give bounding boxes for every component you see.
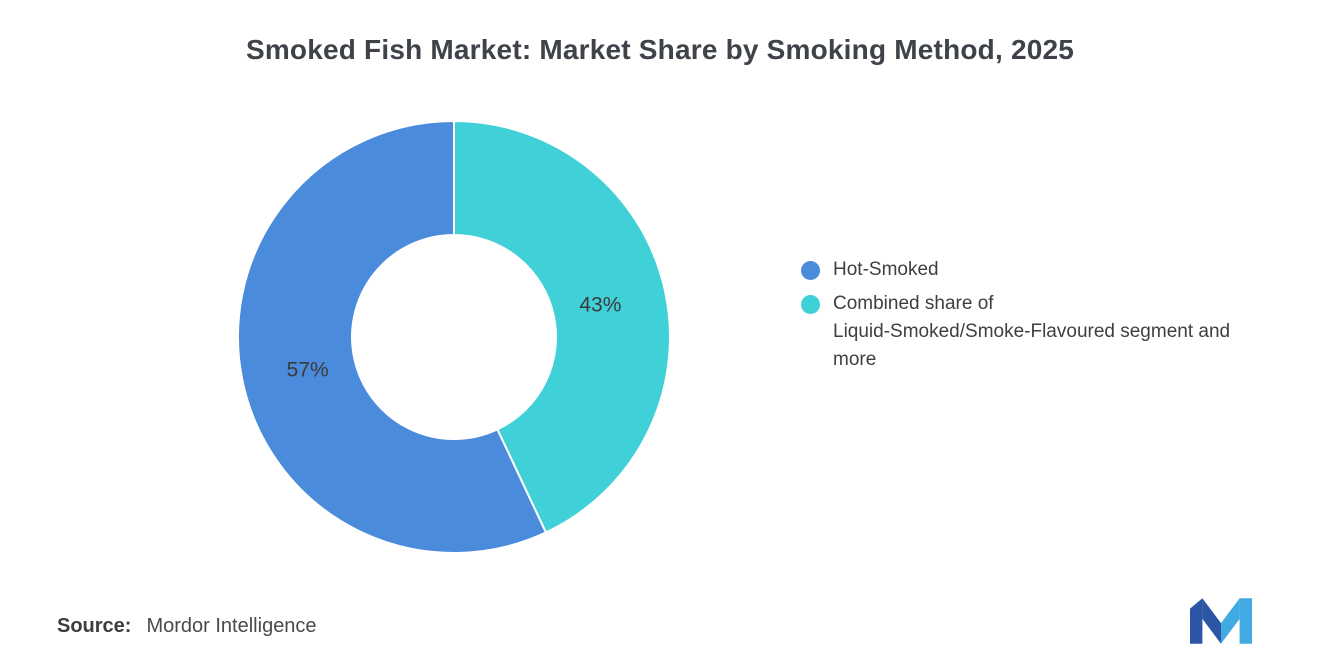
- legend-swatch-combined-share: [801, 295, 820, 314]
- slice-label-1: 43%: [579, 293, 621, 316]
- chart-title: Smoked Fish Market: Market Share by Smok…: [245, 34, 1075, 65]
- legend-swatch-hot-smoked: [801, 261, 820, 280]
- logo-shape-left-bar: [1190, 598, 1203, 644]
- legend-item: Combined share of Liquid-Smoked/Smoke-Fl…: [801, 290, 1311, 374]
- logo-shape-right-bar: [1239, 598, 1252, 644]
- slice-label-0: 57%: [287, 359, 329, 382]
- donut-slice-0: [237, 119, 548, 554]
- logo-shape-right-diag: [1221, 598, 1240, 644]
- donut-slice-1: [453, 119, 671, 534]
- legend-item: Hot-Smoked: [801, 256, 1311, 284]
- legend: Hot-Smoked Combined share of Liquid-Smok…: [801, 256, 1311, 374]
- source-value: Mordor Intelligence: [146, 615, 317, 637]
- legend-label-combined-share: Combined share of Liquid-Smoked/Smoke-Fl…: [833, 293, 1231, 370]
- source-label: Source:: [57, 615, 132, 637]
- mordor-intelligence-logo: [1190, 598, 1252, 644]
- donut-chart: 57% 43%: [237, 119, 671, 554]
- source-line: Source: Mordor Intelligence: [57, 615, 317, 638]
- legend-label-hot-smoked: Hot-Smoked: [833, 259, 939, 280]
- logo-shape-left-diag: [1202, 598, 1221, 644]
